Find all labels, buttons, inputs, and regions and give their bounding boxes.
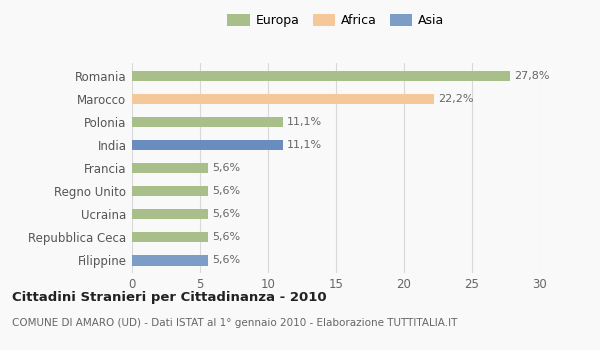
Text: Cittadini Stranieri per Cittadinanza - 2010: Cittadini Stranieri per Cittadinanza - 2…	[12, 290, 326, 303]
Bar	[132, 140, 283, 150]
Bar	[132, 255, 208, 266]
Text: 5,6%: 5,6%	[212, 209, 241, 219]
Bar	[132, 186, 208, 196]
Bar	[132, 117, 283, 127]
Bar	[132, 70, 510, 81]
Text: 5,6%: 5,6%	[212, 255, 241, 265]
Bar	[132, 232, 208, 243]
Text: COMUNE DI AMARO (UD) - Dati ISTAT al 1° gennaio 2010 - Elaborazione TUTTITALIA.I: COMUNE DI AMARO (UD) - Dati ISTAT al 1° …	[12, 318, 457, 329]
Text: 5,6%: 5,6%	[212, 163, 241, 173]
Text: 5,6%: 5,6%	[212, 186, 241, 196]
Legend: Europa, Africa, Asia: Europa, Africa, Asia	[224, 10, 448, 31]
Bar	[132, 163, 208, 173]
Bar	[132, 93, 434, 104]
Text: 11,1%: 11,1%	[287, 117, 322, 127]
Text: 11,1%: 11,1%	[287, 140, 322, 150]
Bar	[132, 209, 208, 219]
Text: 5,6%: 5,6%	[212, 232, 241, 242]
Text: 27,8%: 27,8%	[514, 71, 550, 81]
Text: 22,2%: 22,2%	[438, 94, 473, 104]
